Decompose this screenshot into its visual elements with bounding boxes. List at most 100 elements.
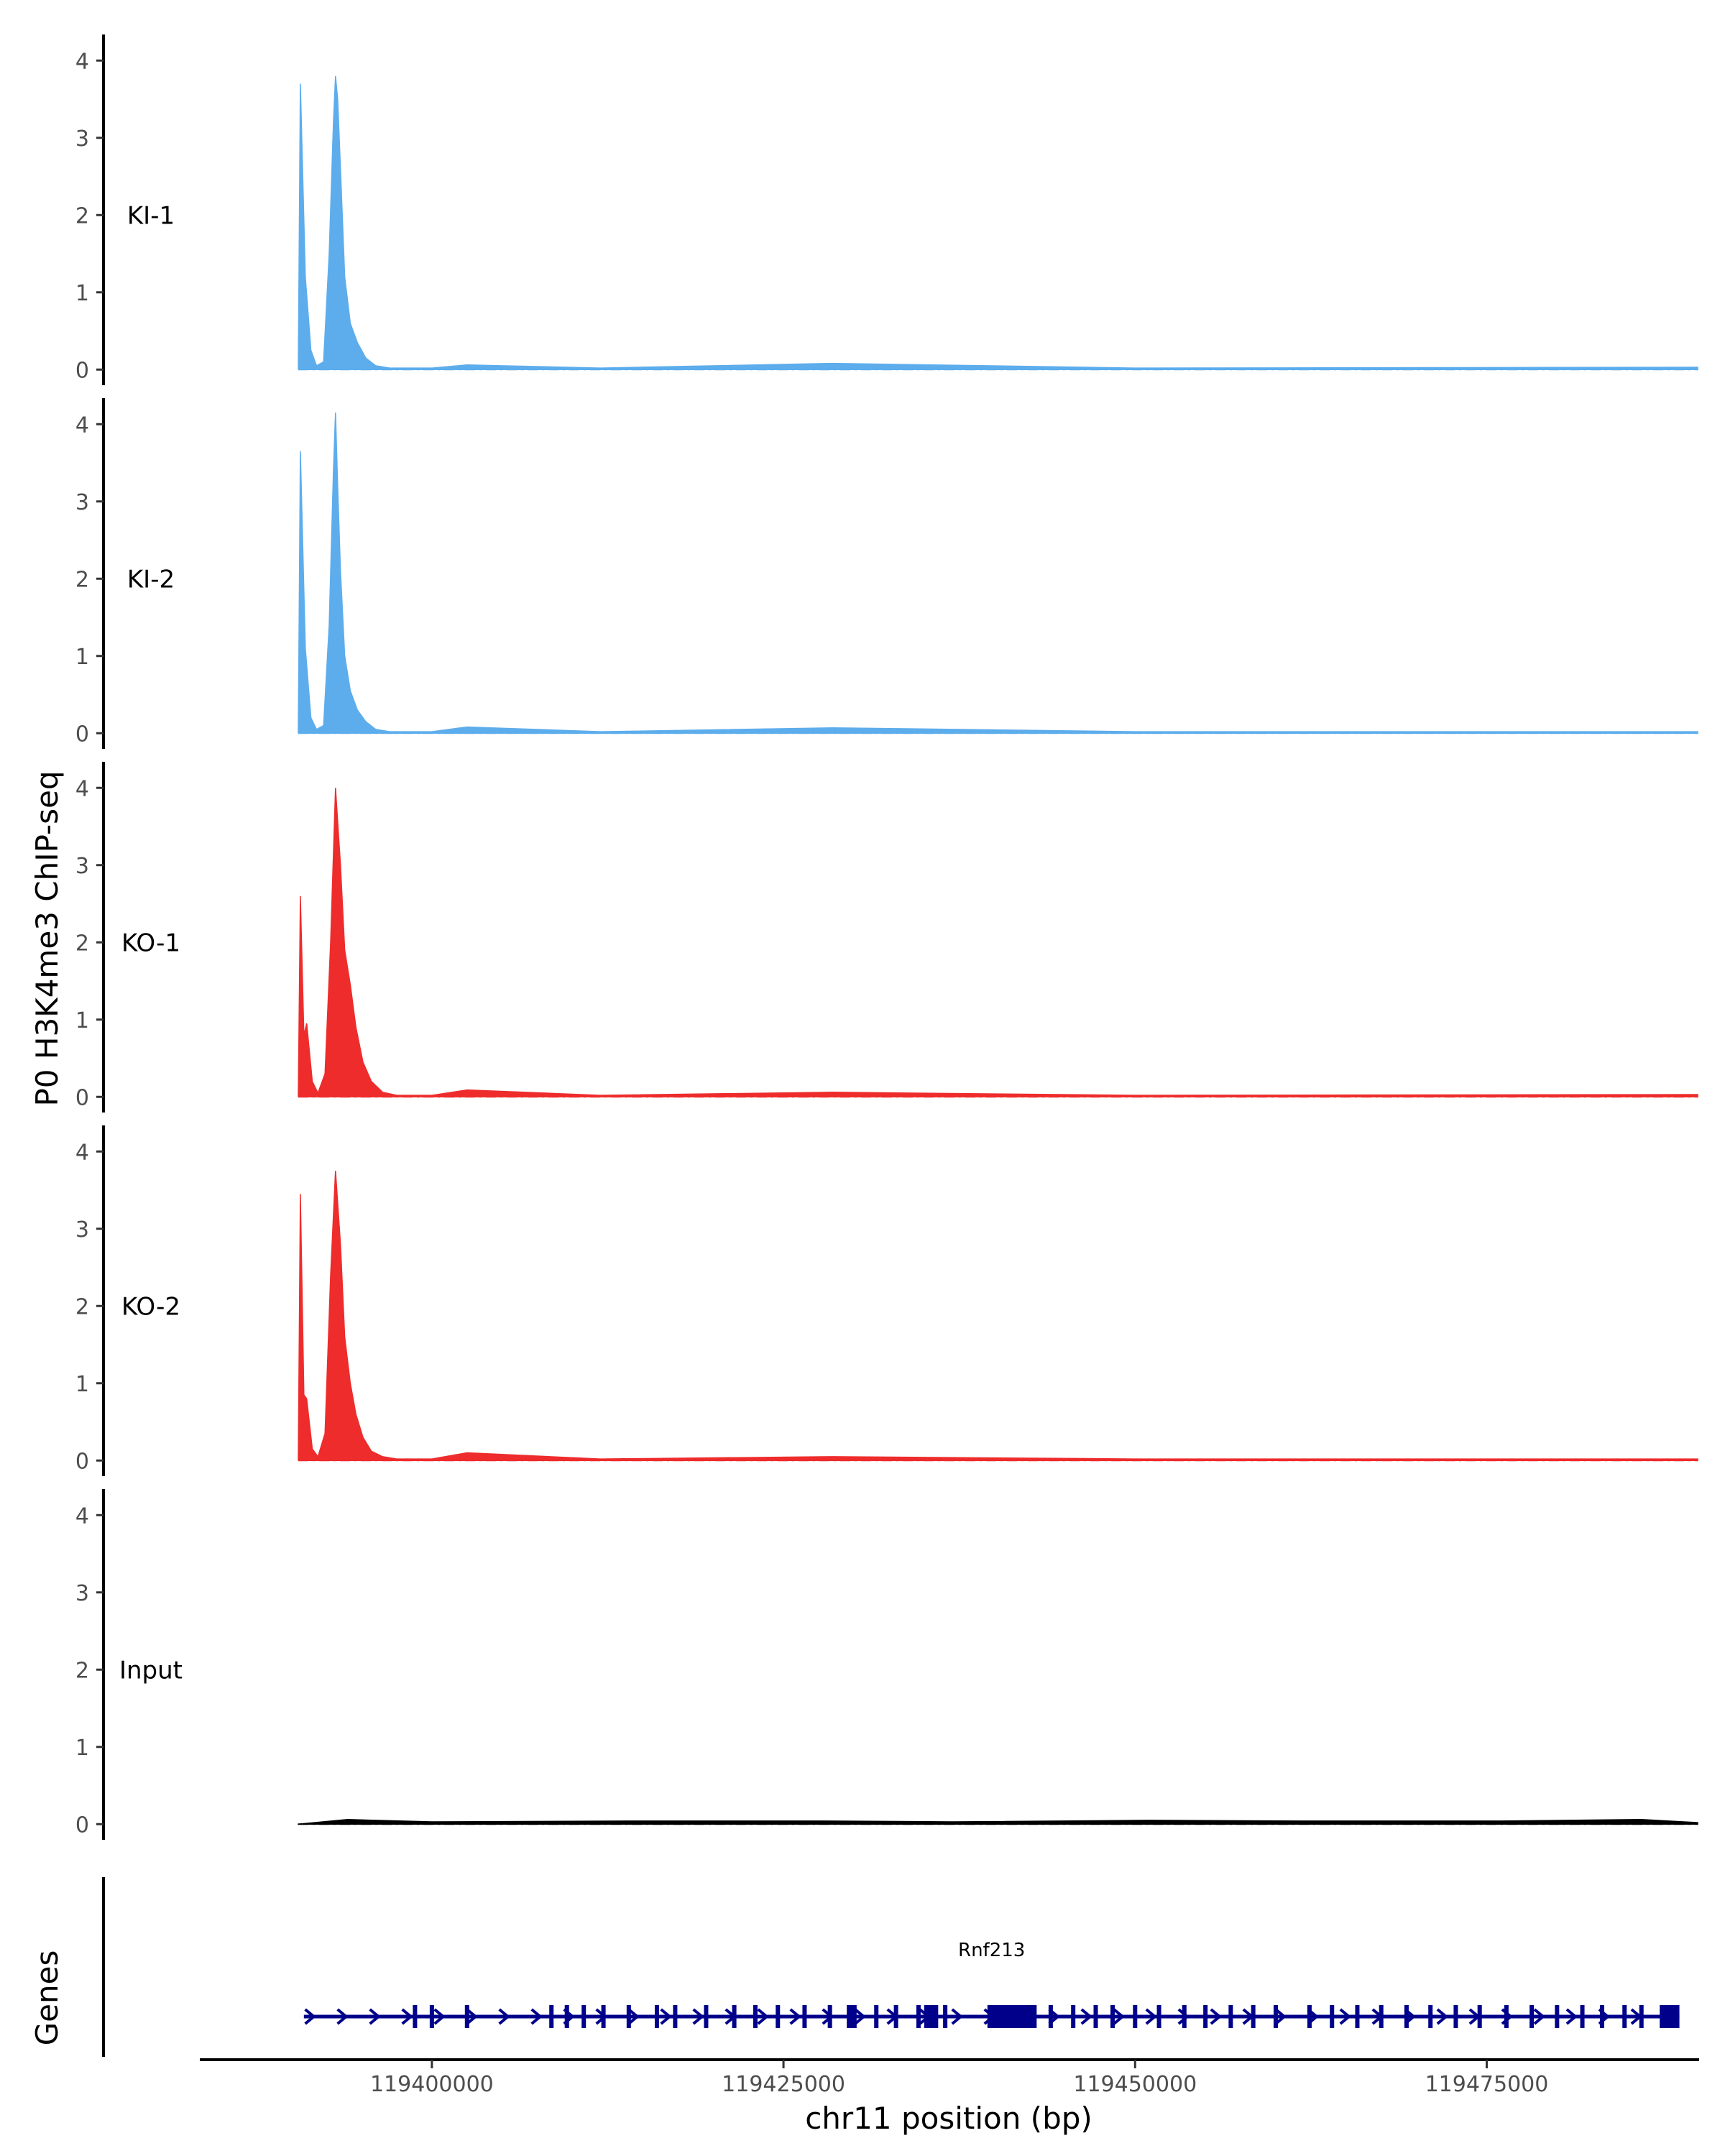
track-label: KI-1	[127, 201, 175, 230]
exon	[1203, 2005, 1208, 2028]
strand-arrow	[498, 2008, 510, 2025]
exon	[1379, 2005, 1384, 2028]
genes-axis-title: Genes	[29, 1950, 65, 2046]
exon	[1110, 2005, 1115, 2028]
y-tick-label: 2	[75, 1658, 89, 1683]
track-label: KO-2	[121, 1292, 180, 1321]
strand-arrow	[401, 2008, 413, 2025]
y-axis-title: P0 H3K4me3 ChIP-seq	[29, 770, 65, 1106]
strand-arrow	[627, 2008, 640, 2025]
strand-arrow	[1080, 2008, 1092, 2025]
y-tick-label: 2	[75, 567, 89, 592]
exon	[1428, 2005, 1433, 2028]
exon	[1622, 2005, 1627, 2028]
exon	[464, 2005, 469, 2028]
exon-large	[987, 2005, 1037, 2028]
y-tick-label: 4	[75, 1503, 89, 1529]
exon	[1071, 2005, 1076, 2028]
exon	[673, 2005, 678, 2028]
strand-arrow	[1177, 2008, 1190, 2025]
track-ko-2: 0 1 2 3 4 KO-2	[75, 1125, 1698, 1476]
exon-large	[1660, 2005, 1680, 2028]
x-axis-title: chr11 position (bp)	[805, 2101, 1092, 2136]
exon	[776, 2005, 781, 2028]
x-tick-label: 119425000	[722, 2072, 845, 2097]
exon	[732, 2005, 737, 2028]
exon	[1530, 2005, 1535, 2028]
y-tick-label: 4	[75, 49, 89, 74]
exon	[549, 2005, 554, 2028]
strand-arrow	[466, 2008, 478, 2025]
x-tick-label: 119450000	[1073, 2072, 1197, 2097]
y-tick-label: 4	[75, 776, 89, 801]
y-tick-label: 2	[75, 203, 89, 229]
exon	[1228, 2005, 1233, 2028]
x-axis: 119400000 119425000 119450000 119475000	[200, 2058, 1699, 2097]
exon	[654, 2005, 659, 2028]
strand-arrow	[336, 2008, 349, 2025]
exon	[1580, 2005, 1585, 2028]
exon	[802, 2005, 807, 2028]
exon	[1330, 2005, 1335, 2028]
signal-area	[298, 75, 1698, 370]
exon	[1093, 2005, 1098, 2028]
strand-arrow	[692, 2008, 704, 2025]
strand-arrow	[304, 2008, 316, 2025]
strand-arrow	[530, 2008, 543, 2025]
strand-arrow	[757, 2008, 769, 2025]
strand-arrow	[1339, 2008, 1351, 2025]
strand-arrow	[1210, 2008, 1222, 2025]
exon	[704, 2005, 709, 2028]
x-tick-label: 119400000	[370, 2072, 494, 2097]
track-label: KO-1	[121, 929, 180, 957]
y-tick-label: 4	[75, 413, 89, 438]
exon	[581, 2005, 586, 2028]
y-tick-label: 1	[75, 281, 89, 306]
signal-area	[298, 413, 1698, 734]
exon	[601, 2005, 606, 2028]
strand-arrow	[660, 2008, 672, 2025]
y-tick-label: 3	[75, 1581, 89, 1606]
track-label: KI-2	[127, 565, 175, 594]
strand-arrow	[1436, 2008, 1448, 2025]
exon	[1251, 2005, 1256, 2028]
strand-arrow	[789, 2008, 801, 2025]
exon	[753, 2005, 758, 2028]
strand-arrow	[1274, 2008, 1287, 2025]
track-ko-1: 0 1 2 3 4 KO-1	[75, 762, 1698, 1112]
y-tick-label: 0	[75, 722, 89, 747]
exon-large	[924, 2005, 939, 2028]
exon	[1555, 2005, 1560, 2028]
gene-name-label: Rnf213	[958, 1940, 1025, 1961]
exon	[1639, 2005, 1644, 2028]
exon-large	[847, 2005, 857, 2028]
y-tick-label: 0	[75, 1085, 89, 1110]
signal-area	[298, 788, 1698, 1097]
y-tick-label: 3	[75, 490, 89, 515]
exon	[1404, 2005, 1409, 2028]
y-tick-label: 3	[75, 854, 89, 879]
strand-arrow	[854, 2008, 866, 2025]
exon	[827, 2005, 832, 2028]
track-ki-2: 0 1 2 3 4 KI-2	[75, 398, 1698, 749]
exon	[1599, 2005, 1604, 2028]
signal-area	[298, 1171, 1698, 1461]
gene-panel: Rnf213	[102, 1877, 1680, 2057]
exon	[429, 2005, 434, 2028]
y-tick-label: 1	[75, 1736, 89, 1761]
exon	[626, 2005, 631, 2028]
strand-arrow	[433, 2008, 446, 2025]
exon	[943, 2005, 948, 2028]
exon	[1355, 2005, 1360, 2028]
exon	[916, 2005, 921, 2028]
strand-arrow	[1533, 2008, 1546, 2025]
y-tick-label: 2	[75, 931, 89, 956]
y-tick-label: 0	[75, 358, 89, 383]
y-tick-label: 4	[75, 1140, 89, 1165]
strand-arrow	[1113, 2008, 1125, 2025]
exon	[1307, 2005, 1312, 2028]
y-tick-label: 0	[75, 1812, 89, 1838]
track-ki-1: 0 1 2 3 4 KI-1	[75, 34, 1698, 385]
y-tick-label: 1	[75, 645, 89, 670]
signal-tracks: 0 1 2 3 4 KI-1 0 1 2 3 4 KI-2 0 1 2 3 4 KO-1 0 1 2 3 4 KO-2 0 1 2 3…	[75, 34, 1698, 1840]
